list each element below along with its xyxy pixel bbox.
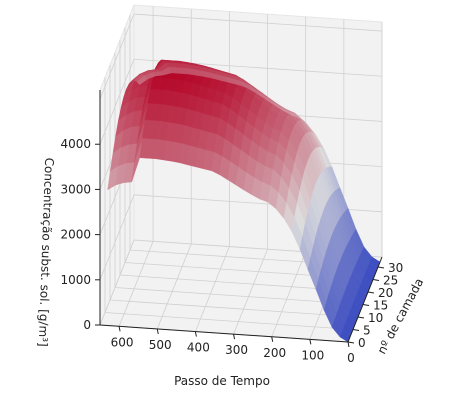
z-tick-label: 2000 — [60, 228, 91, 242]
y-tick-mark — [352, 329, 360, 331]
z-tick-label: 3000 — [60, 182, 91, 196]
y-tick-mark — [377, 266, 385, 269]
y-axis-line — [347, 256, 383, 343]
x-tick-mark — [271, 336, 274, 342]
y-tick-label: 0 — [358, 336, 366, 350]
x-tick-label: 400 — [187, 341, 210, 355]
grid-z-side — [99, 59, 135, 145]
x-tick-label: 300 — [225, 343, 248, 357]
grid-x-floor — [233, 249, 268, 335]
x-tick-mark — [347, 341, 350, 348]
y-tick-label: 10 — [368, 311, 383, 325]
surface-mesh — [107, 59, 381, 343]
grid-x-floor — [271, 251, 307, 337]
x-tick-mark — [233, 334, 236, 340]
tick-labels: 600 500 400 300 200 100 0051015202530010002000… — [60, 137, 403, 365]
y-tick-label: 15 — [373, 299, 388, 313]
grid-x-floor — [156, 243, 192, 330]
z-axis-label: Concentração subst. sol. [g/m³] — [36, 157, 57, 347]
x-tick-mark — [194, 331, 197, 337]
x-axis-line — [99, 324, 349, 343]
grid-z-side — [99, 13, 135, 100]
grid-z-side — [99, 239, 135, 326]
grid-z-back — [133, 13, 383, 32]
x-tick-label: 0 — [347, 351, 355, 365]
x-tick-label: 500 — [149, 338, 172, 352]
grid-y-floor — [109, 299, 359, 318]
z-tick-label: 1000 — [60, 273, 91, 287]
y-tick-label: 30 — [388, 261, 403, 275]
x-axis-label: Passo de Tempo — [174, 374, 270, 388]
y-tick-label: 20 — [378, 286, 393, 300]
y-tick-mark — [362, 304, 370, 306]
x-tick-label: 100 — [301, 348, 324, 362]
x-tick-mark — [156, 328, 159, 335]
axes — [99, 90, 383, 343]
grid-x-floor — [118, 241, 154, 327]
z-tick-label: 4000 — [60, 137, 91, 151]
z-tick-label: 0 — [83, 318, 91, 332]
x-tick-label: 600 — [111, 335, 134, 349]
y-tick-mark — [372, 279, 380, 281]
y-tick-mark — [367, 291, 375, 294]
x-tick-label: 200 — [263, 346, 286, 360]
grid-z-side — [99, 194, 135, 280]
y-tick-mark — [347, 341, 355, 344]
x-tick-mark — [118, 326, 121, 332]
grid-y-floor — [104, 312, 354, 330]
y-tick-label: 5 — [363, 324, 371, 338]
x-tick-mark — [309, 339, 312, 345]
y-tick-mark — [357, 316, 365, 319]
grid-x-floor — [195, 246, 230, 332]
y-tick-label: 25 — [383, 274, 398, 288]
